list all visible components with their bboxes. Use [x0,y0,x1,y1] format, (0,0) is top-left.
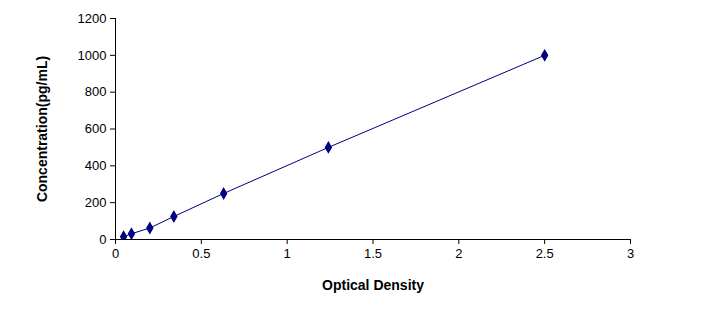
svg-text:800: 800 [85,84,107,99]
svg-text:1200: 1200 [78,11,107,26]
svg-text:600: 600 [85,121,107,136]
svg-text:Concentration(pg/mL): Concentration(pg/mL) [34,56,50,202]
svg-text:2: 2 [455,246,462,261]
svg-text:Optical Density: Optical Density [322,277,424,293]
svg-text:0: 0 [112,246,119,261]
svg-text:2.5: 2.5 [536,246,554,261]
svg-text:1000: 1000 [78,47,107,62]
svg-text:3: 3 [627,246,634,261]
svg-text:400: 400 [85,158,107,173]
svg-text:1: 1 [284,246,291,261]
svg-text:200: 200 [85,195,107,210]
svg-text:0.5: 0.5 [192,246,210,261]
svg-text:1.5: 1.5 [364,246,382,261]
svg-text:0: 0 [99,232,106,247]
